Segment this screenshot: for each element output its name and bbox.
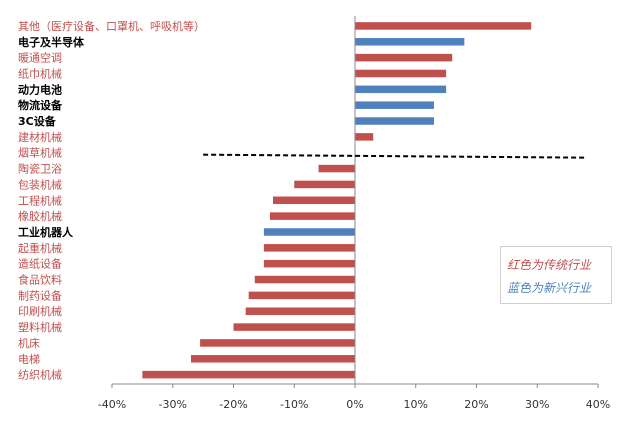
category-label: 机床 [18, 336, 40, 350]
bar [272, 196, 355, 205]
bar [200, 339, 355, 347]
bar [355, 133, 374, 141]
legend-traditional: 红色为传统行业 [507, 258, 592, 272]
x-tick-label: -20% [219, 398, 247, 411]
category-label: 3C设备 [18, 114, 57, 128]
category-label: 塑料机械 [18, 320, 62, 334]
category-label: 工业机器人 [18, 225, 74, 239]
category-label: 其他（医疗设备、口罩机、呼吸机等） [18, 19, 205, 33]
bar [355, 101, 434, 109]
category-label: 起重机械 [18, 241, 62, 255]
x-tick-label: 0% [346, 398, 363, 411]
category-label: 造纸设备 [18, 257, 62, 271]
bar [263, 259, 355, 268]
category-label: 建材机械 [18, 130, 62, 144]
legend-emerging: 蓝色为新兴行业 [507, 281, 592, 295]
bar [294, 180, 355, 189]
bar [318, 164, 355, 173]
category-label: 电梯 [18, 353, 40, 366]
bar [190, 355, 355, 363]
bar [233, 323, 355, 331]
bar [142, 370, 355, 379]
bar [355, 22, 532, 30]
category-label: 电子及半导体 [18, 35, 85, 49]
category-label: 橡胶机械 [18, 209, 62, 223]
category-label: 纺织机械 [18, 368, 62, 382]
bar [355, 69, 447, 78]
category-label: 暖通空调 [18, 51, 62, 65]
bar [248, 291, 355, 300]
category-label: 包装机械 [18, 177, 62, 191]
bar [355, 117, 434, 125]
category-label: 工程机械 [18, 193, 62, 207]
x-tick-label: 10% [404, 398, 428, 411]
category-label: 制药设备 [18, 288, 62, 302]
category-label: 动力电池 [18, 82, 62, 96]
category-label: 食品饮料 [18, 273, 62, 287]
bar [263, 228, 355, 236]
bar [355, 85, 447, 94]
x-tick-label: 30% [525, 398, 549, 411]
bar [254, 275, 355, 284]
category-label: 物流设备 [18, 98, 63, 112]
x-tick-label: 40% [586, 398, 610, 411]
bar [355, 38, 465, 46]
bar [269, 212, 355, 220]
x-tick-label: 20% [464, 398, 488, 411]
x-tick-label: -40% [98, 398, 126, 411]
divider-line [203, 153, 586, 159]
x-tick-label: -30% [159, 398, 187, 411]
x-tick-label: -10% [280, 398, 308, 411]
category-label: 印刷机械 [18, 304, 62, 318]
legend: 红色为传统行业 蓝色为新兴行业 [500, 246, 612, 304]
bar [245, 307, 355, 315]
category-label: 陶瓷卫浴 [18, 162, 62, 176]
bar [263, 244, 355, 252]
bar [355, 53, 453, 62]
category-label: 纸巾机械 [18, 66, 62, 80]
category-label: 烟草机械 [18, 146, 62, 160]
